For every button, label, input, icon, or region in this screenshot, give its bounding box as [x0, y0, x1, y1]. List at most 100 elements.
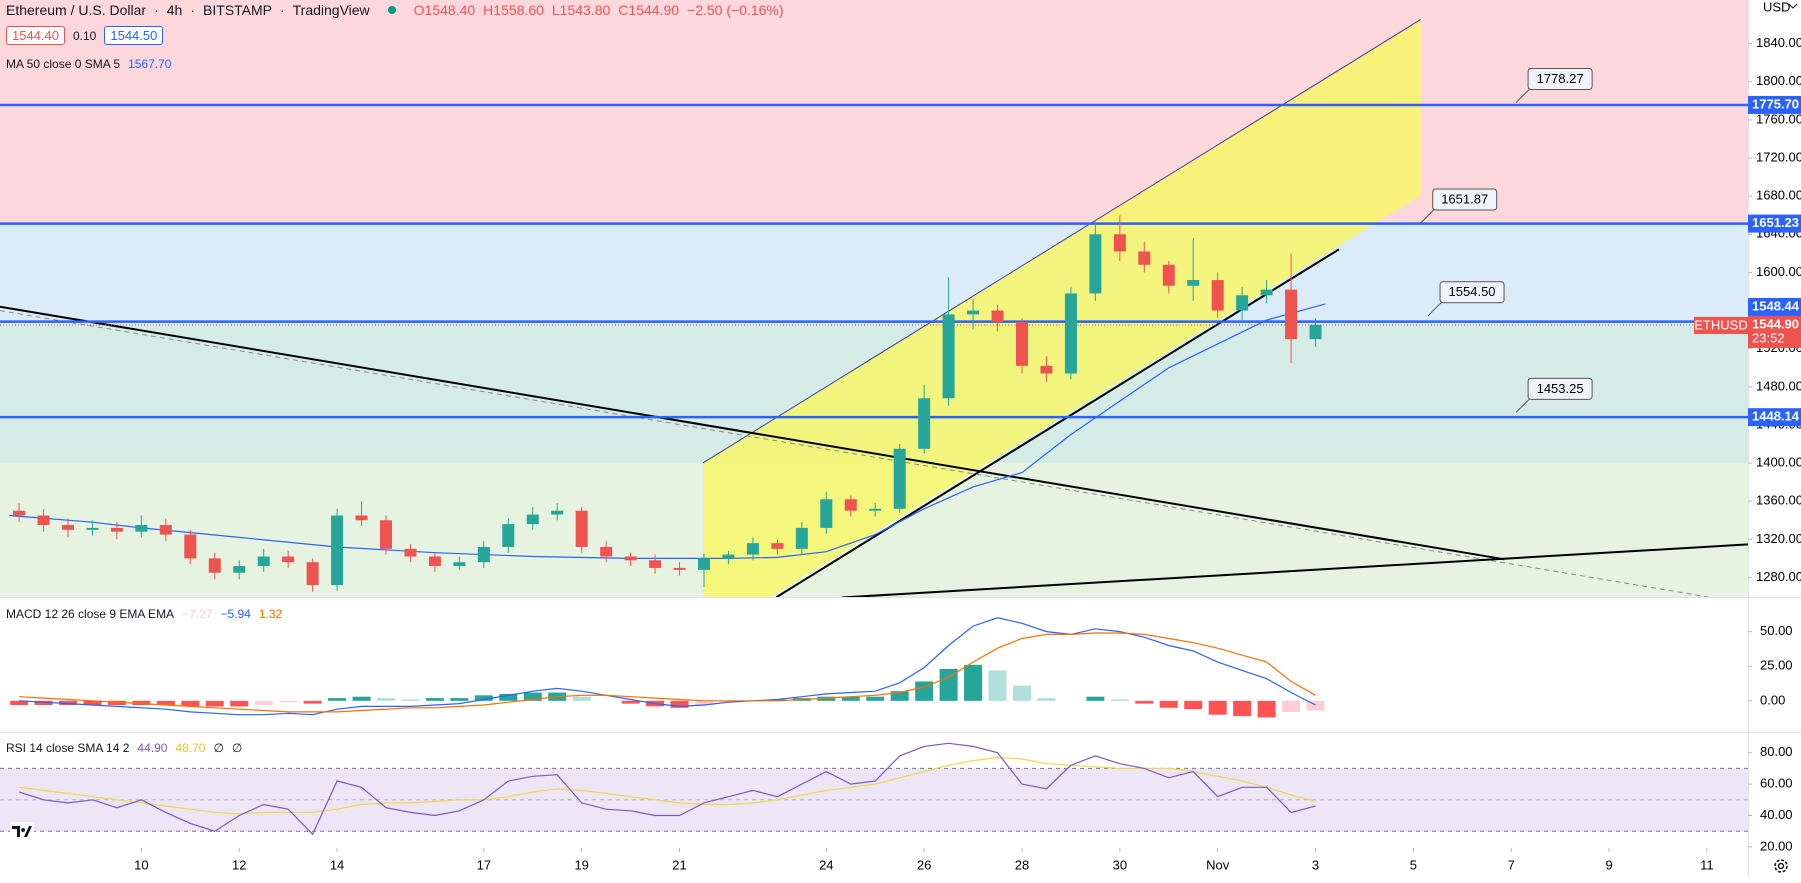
- candle-body: [13, 510, 26, 516]
- candle-body: [1187, 280, 1200, 286]
- rsi-y-tick-label: 40.00: [1760, 807, 1793, 822]
- candle-body: [991, 310, 1004, 322]
- ma-title[interactable]: MA 50 close 0 SMA 5: [6, 57, 121, 71]
- symbol-tag: [1694, 316, 1748, 334]
- rsi-reading: ∅: [213, 741, 224, 755]
- candle-body: [1064, 293, 1077, 374]
- x-tick-label: 30: [1113, 857, 1127, 872]
- macd-histogram-bar: [841, 696, 860, 701]
- symbol-header: Ethereum / U.S. Dollar · 4h · BITSTAMP · Tr…: [6, 2, 784, 18]
- macd-histogram-bar: [988, 670, 1007, 701]
- currency-label: USD: [1763, 0, 1790, 14]
- macd-histogram-bar: [1306, 700, 1325, 711]
- macd-histogram-bar: [34, 700, 53, 705]
- macd-histogram-bar: [1110, 699, 1129, 701]
- level-tag-label: 1448.14: [1752, 409, 1800, 424]
- macd-histogram-bar: [1159, 700, 1178, 708]
- candle-body: [184, 534, 197, 559]
- tv-logo[interactable]: [10, 822, 34, 840]
- candle-body: [306, 562, 319, 586]
- macd-reading: −5.94: [220, 607, 251, 621]
- candle-body: [331, 515, 344, 586]
- candle-body: [1260, 289, 1273, 296]
- x-tick-label: 5: [1410, 857, 1417, 872]
- macd-histogram-bar: [1233, 700, 1252, 717]
- level-tag: [1748, 214, 1801, 233]
- ma-line: [9, 303, 1326, 559]
- x-tick-label: 21: [672, 857, 686, 872]
- macd-histogram-bar: [670, 700, 689, 708]
- macd-reading: −7.27: [182, 607, 213, 621]
- candle-body: [526, 514, 539, 525]
- macd-histogram-bar: [59, 700, 78, 705]
- candle-body: [37, 515, 50, 526]
- macd-y-tick-label: 0.00: [1760, 692, 1785, 707]
- macd-histogram-bar: [83, 700, 102, 705]
- candle-body: [795, 527, 808, 549]
- macd-histogram-bar: [107, 700, 126, 705]
- candle-body: [673, 567, 686, 570]
- currency-caret[interactable]: [1788, 3, 1798, 9]
- ohlc-low: L1543.80: [551, 2, 611, 18]
- rsi-line: [18, 742, 1316, 836]
- macd-histogram-bar: [328, 698, 347, 701]
- candle-body: [208, 558, 221, 573]
- x-tick-label: 11: [1700, 857, 1714, 872]
- x-tick-label: 7: [1508, 857, 1515, 872]
- rsi-pane: [0, 742, 1748, 836]
- callout-pointer: [1420, 208, 1436, 224]
- candle-body: [159, 525, 172, 535]
- macd-histogram-bar: [694, 700, 713, 705]
- bid-button[interactable]: 1544.40: [6, 26, 65, 45]
- candle-body: [62, 525, 75, 530]
- candle-body: [1162, 264, 1175, 286]
- candle-body: [282, 556, 295, 563]
- zone: [0, 223, 1748, 322]
- candle-body: [893, 448, 906, 509]
- callout-label: 1554.50: [1449, 284, 1496, 299]
- level-tag: [1748, 408, 1801, 427]
- rsi-reading: 48.70: [175, 741, 206, 755]
- macd-histogram-bar: [964, 664, 983, 701]
- macd-histogram-bar: [572, 696, 591, 701]
- macd-histogram-bar: [1086, 696, 1105, 701]
- rsi-reading: 44.90: [137, 741, 168, 755]
- candle-body: [1285, 289, 1298, 340]
- candle-body: [1089, 234, 1102, 294]
- settings-gear[interactable]: [1774, 859, 1788, 873]
- trend-line: [841, 543, 1748, 597]
- y-tick-label: 1280.00: [1756, 569, 1801, 584]
- candle-body: [746, 543, 759, 555]
- macd-histogram-bar: [376, 698, 395, 701]
- rsi-y-tick-label: 60.00: [1760, 776, 1793, 791]
- rsi-y-tick-label: 20.00: [1760, 838, 1793, 853]
- interval[interactable]: 4h: [166, 2, 183, 18]
- candle-body: [1211, 280, 1224, 311]
- x-tick-label: 17: [477, 857, 491, 872]
- macd-histogram-bar: [205, 700, 224, 707]
- candle-body: [428, 556, 441, 567]
- macd-histogram-bar: [303, 700, 322, 704]
- level-tag-label: 1775.70: [1752, 96, 1799, 111]
- rsi-title[interactable]: RSI 14 close SMA 14 2: [6, 741, 130, 755]
- symbol-tag-label: ETHUSD: [1694, 317, 1747, 332]
- ask-button[interactable]: 1544.50: [104, 26, 164, 45]
- spread: 0.10: [73, 28, 97, 43]
- macd-histogram-bar: [719, 700, 738, 703]
- candle-body: [1113, 234, 1126, 252]
- ohlc-high: H1558.60: [483, 2, 544, 18]
- candle-body: [844, 499, 857, 511]
- macd-histogram-bar: [939, 669, 958, 701]
- candle-body: [355, 515, 368, 521]
- macd-title[interactable]: MACD 12 26 close 9 EMA EMA: [6, 607, 175, 621]
- source: TradingView: [292, 2, 370, 18]
- signal-line: [19, 632, 1316, 713]
- x-tick-label: 10: [134, 857, 148, 872]
- symbol[interactable]: Ethereum / U.S. Dollar: [6, 2, 147, 18]
- macd-line: [19, 617, 1316, 716]
- callout-label: 1453.25: [1537, 381, 1584, 396]
- rsi-reading: ∅: [231, 741, 243, 755]
- level-tag-label: 1651.23: [1752, 215, 1799, 230]
